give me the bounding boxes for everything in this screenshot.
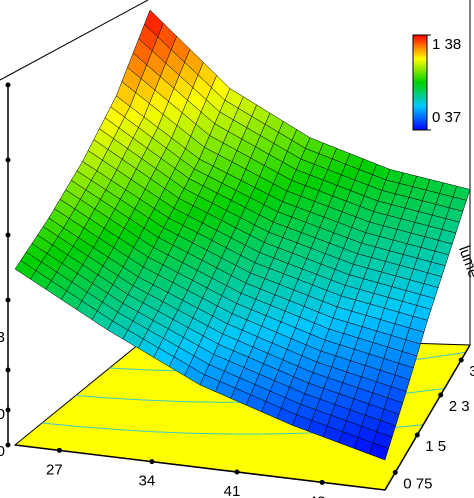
surface-cell xyxy=(115,9,231,160)
surface-cell xyxy=(227,262,342,363)
surface xyxy=(14,9,471,461)
y-tick-label: 3 xyxy=(469,363,474,380)
z-axis-dot xyxy=(5,297,11,303)
x-tick-label: 34 xyxy=(139,473,156,490)
z-axis-dot xyxy=(5,157,11,163)
surface-cell xyxy=(340,232,450,321)
colorbar-label: 1 38 xyxy=(432,36,461,53)
surface-cell xyxy=(168,158,283,264)
surface-cell xyxy=(282,137,391,234)
x-tick-label: 41 xyxy=(224,483,241,498)
mesh-quad xyxy=(369,442,389,461)
y-tick-label: 1 5 xyxy=(425,438,446,455)
box-edge xyxy=(0,0,149,81)
y-axis xyxy=(384,344,471,491)
z-axis-dot xyxy=(5,82,11,88)
x-tick xyxy=(319,479,325,485)
colorbar-label: 0 37 xyxy=(432,109,461,126)
z-axis-dot xyxy=(5,367,11,373)
surface-cell xyxy=(292,361,407,461)
z-axis-dot xyxy=(5,407,11,413)
colorbar xyxy=(412,34,428,131)
x-tick xyxy=(149,459,155,465)
z-axis-dot xyxy=(5,442,11,448)
x-tick xyxy=(56,447,62,453)
x-tick xyxy=(234,469,240,475)
z-tick-label: 3 xyxy=(0,329,5,346)
surface-cell xyxy=(137,217,256,325)
surface-cell xyxy=(199,88,311,203)
surface-cell xyxy=(14,217,139,331)
y-tick-label: 2 3 xyxy=(449,398,470,415)
surface-cell xyxy=(316,295,428,392)
z-tick-label: 0 xyxy=(0,406,5,423)
y-tick-label: 0 75 xyxy=(403,475,432,492)
z-tick-label: 0 xyxy=(0,443,5,460)
surface-cell xyxy=(82,95,200,219)
surface-cell xyxy=(365,169,471,256)
z-axis-dot xyxy=(5,232,11,238)
y-tick xyxy=(438,392,444,398)
x-tick-label: 48 xyxy=(309,493,326,498)
surface-cell xyxy=(199,323,318,426)
surface-cell xyxy=(48,161,170,278)
y-tick xyxy=(458,357,464,363)
x-tick-label: 27 xyxy=(46,461,63,478)
surface-cell xyxy=(107,276,228,386)
surface-cell xyxy=(254,201,366,297)
y-axis-title: lume xyxy=(455,244,474,280)
y-tick xyxy=(392,470,398,475)
y-tick xyxy=(414,432,420,438)
